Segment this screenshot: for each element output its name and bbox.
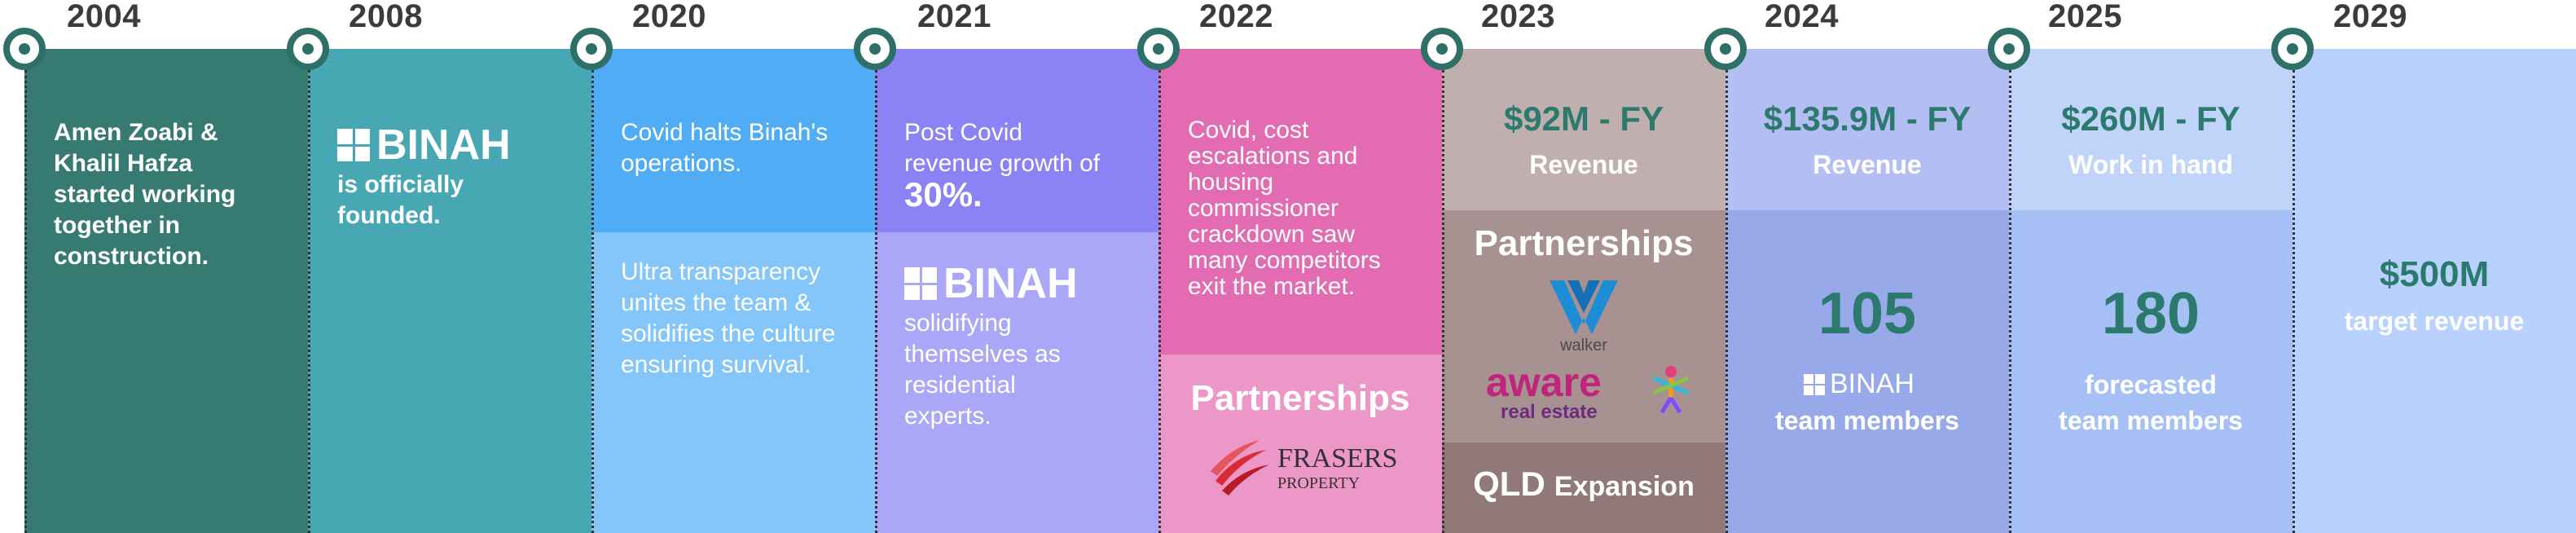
- divider-2024: [1725, 70, 1728, 533]
- year-label: 2020: [632, 0, 706, 34]
- aware-logo: aware real estate: [1486, 359, 1698, 429]
- revenue-2024: $135.9M - FY: [1763, 99, 1972, 138]
- event-2004: Amen Zoabi & Khalil Hafza started workin…: [54, 119, 236, 270]
- partnerships-title: Partnerships: [1190, 378, 1410, 418]
- event-2020-b: Ultra transparency unites the team & sol…: [621, 258, 836, 378]
- team-2024-label: team members: [1775, 406, 1959, 435]
- col-2021-top: [875, 49, 1158, 232]
- team-2025-label-1: forecasted: [2085, 370, 2217, 399]
- aware-person-icon: [1653, 366, 1689, 414]
- divider-2025: [2009, 70, 2011, 533]
- frasers-icon: [1211, 440, 1269, 496]
- year-label: 2004: [67, 0, 141, 34]
- event-2022: Covid, cost escalations and housing comm…: [1188, 117, 1381, 300]
- col-2023: $92M - FY Revenue Partnerships walker aw…: [1442, 49, 1725, 533]
- col-2023-top: [1442, 49, 1725, 210]
- work-in-hand-2025: $260M - FY: [2061, 99, 2240, 138]
- walker-wordmark: walker: [1560, 337, 1607, 355]
- year-label: 2025: [2048, 0, 2122, 34]
- event-2021-text: Post Covid revenue growth of: [904, 119, 1101, 177]
- team-count-2025: 180: [2101, 281, 2200, 346]
- event-2021-b: solidifying themselves as residential ex…: [904, 310, 1061, 429]
- col-2004: Amen Zoabi & Khalil Hafza started workin…: [24, 49, 308, 533]
- col-2025-top: [2009, 49, 2292, 210]
- binah-mark-icon: [337, 129, 370, 161]
- revenue-2024-label: Revenue: [1813, 150, 1922, 179]
- col-2029: $500M target revenue: [2292, 49, 2576, 533]
- divider-2029: [2292, 70, 2295, 533]
- col-2020-top: [591, 49, 875, 232]
- year-label: 2024: [1765, 0, 1839, 34]
- marker-2029-icon: [2271, 28, 2314, 70]
- event-2020-a: Covid halts Binah's operations.: [621, 119, 829, 177]
- event-2008: is officially founded.: [337, 171, 464, 229]
- col-2008: BINAH is officially founded.: [308, 49, 591, 533]
- binah-logo: BINAH: [1804, 368, 1914, 400]
- binah-mark-icon: [904, 267, 937, 300]
- col-2022-top: [1158, 49, 1442, 355]
- revenue-2023-label: Revenue: [1529, 150, 1638, 179]
- event-2021-a: Post Covid revenue growth of 30%.: [904, 117, 1116, 214]
- col-2022: Covid, cost escalations and housing comm…: [1158, 49, 1442, 533]
- frasers-wordmark: FRASERS: [1277, 443, 1398, 474]
- target-2029: $500M: [2379, 254, 2490, 294]
- col-2024: $135.9M - FY Revenue 105 BINAH team memb…: [1725, 49, 2009, 533]
- year-label: 2021: [917, 0, 991, 34]
- frasers-logo: FRASERS PROPERTY: [1207, 432, 1403, 497]
- growth-highlight: 30%.: [904, 175, 982, 214]
- col-2020: Covid halts Binah's operations. Ultra tr…: [591, 49, 875, 533]
- marker-2024-icon: [1704, 28, 1747, 70]
- marker-2023-icon: [1421, 28, 1463, 70]
- binah-wordmark: BINAH: [1830, 368, 1914, 399]
- col-2025: $260M - FY Work in hand 180 forecasted t…: [2009, 49, 2292, 533]
- walker-icon: [1550, 280, 1618, 334]
- divider-2021: [875, 70, 877, 533]
- divider-2023: [1442, 70, 1444, 533]
- divider-2004: [24, 70, 27, 533]
- revenue-2023: $92M - FY: [1503, 99, 1664, 138]
- work-in-hand-label: Work in hand: [2068, 150, 2234, 179]
- binah-logo: BINAH: [337, 121, 511, 170]
- aware-sub: real estate: [1501, 401, 1598, 423]
- year-label: 2008: [349, 0, 423, 34]
- marker-2022-icon: [1137, 28, 1180, 70]
- team-count-2024: 105: [1818, 281, 1917, 346]
- marker-2025-icon: [1988, 28, 2030, 70]
- walker-logo: walker: [1543, 275, 1624, 357]
- partnerships-title: Partnerships: [1474, 223, 1694, 263]
- divider-2008: [308, 70, 310, 533]
- expansion-label: Expansion: [1554, 471, 1695, 502]
- marker-2008-icon: [287, 28, 329, 70]
- binah-logo: BINAH: [904, 259, 1078, 308]
- marker-2020-icon: [570, 28, 613, 70]
- binah-wordmark: BINAH: [376, 121, 511, 169]
- divider-2020: [591, 70, 594, 533]
- binah-mark-icon: [1804, 373, 1825, 395]
- target-2029-label: target revenue: [2344, 306, 2525, 336]
- year-label: 2023: [1481, 0, 1555, 34]
- marker-2021-icon: [854, 28, 896, 70]
- col-2023-mid: [1442, 210, 1725, 443]
- qld-label: QLD: [1473, 465, 1545, 503]
- team-2025-label-2: team members: [2059, 406, 2243, 435]
- col-2021: Post Covid revenue growth of 30%. BINAH …: [875, 49, 1158, 533]
- qld-expansion: QLD Expansion: [1442, 465, 1725, 504]
- aware-wordmark: aware: [1486, 359, 1602, 405]
- year-label: 2022: [1199, 0, 1273, 34]
- col-2024-top: [1725, 49, 2009, 210]
- frasers-sub: PROPERTY: [1277, 474, 1361, 492]
- marker-2004-icon: [3, 28, 46, 70]
- divider-2022: [1158, 70, 1161, 533]
- year-label: 2029: [2333, 0, 2407, 34]
- binah-wordmark: BINAH: [943, 260, 1078, 307]
